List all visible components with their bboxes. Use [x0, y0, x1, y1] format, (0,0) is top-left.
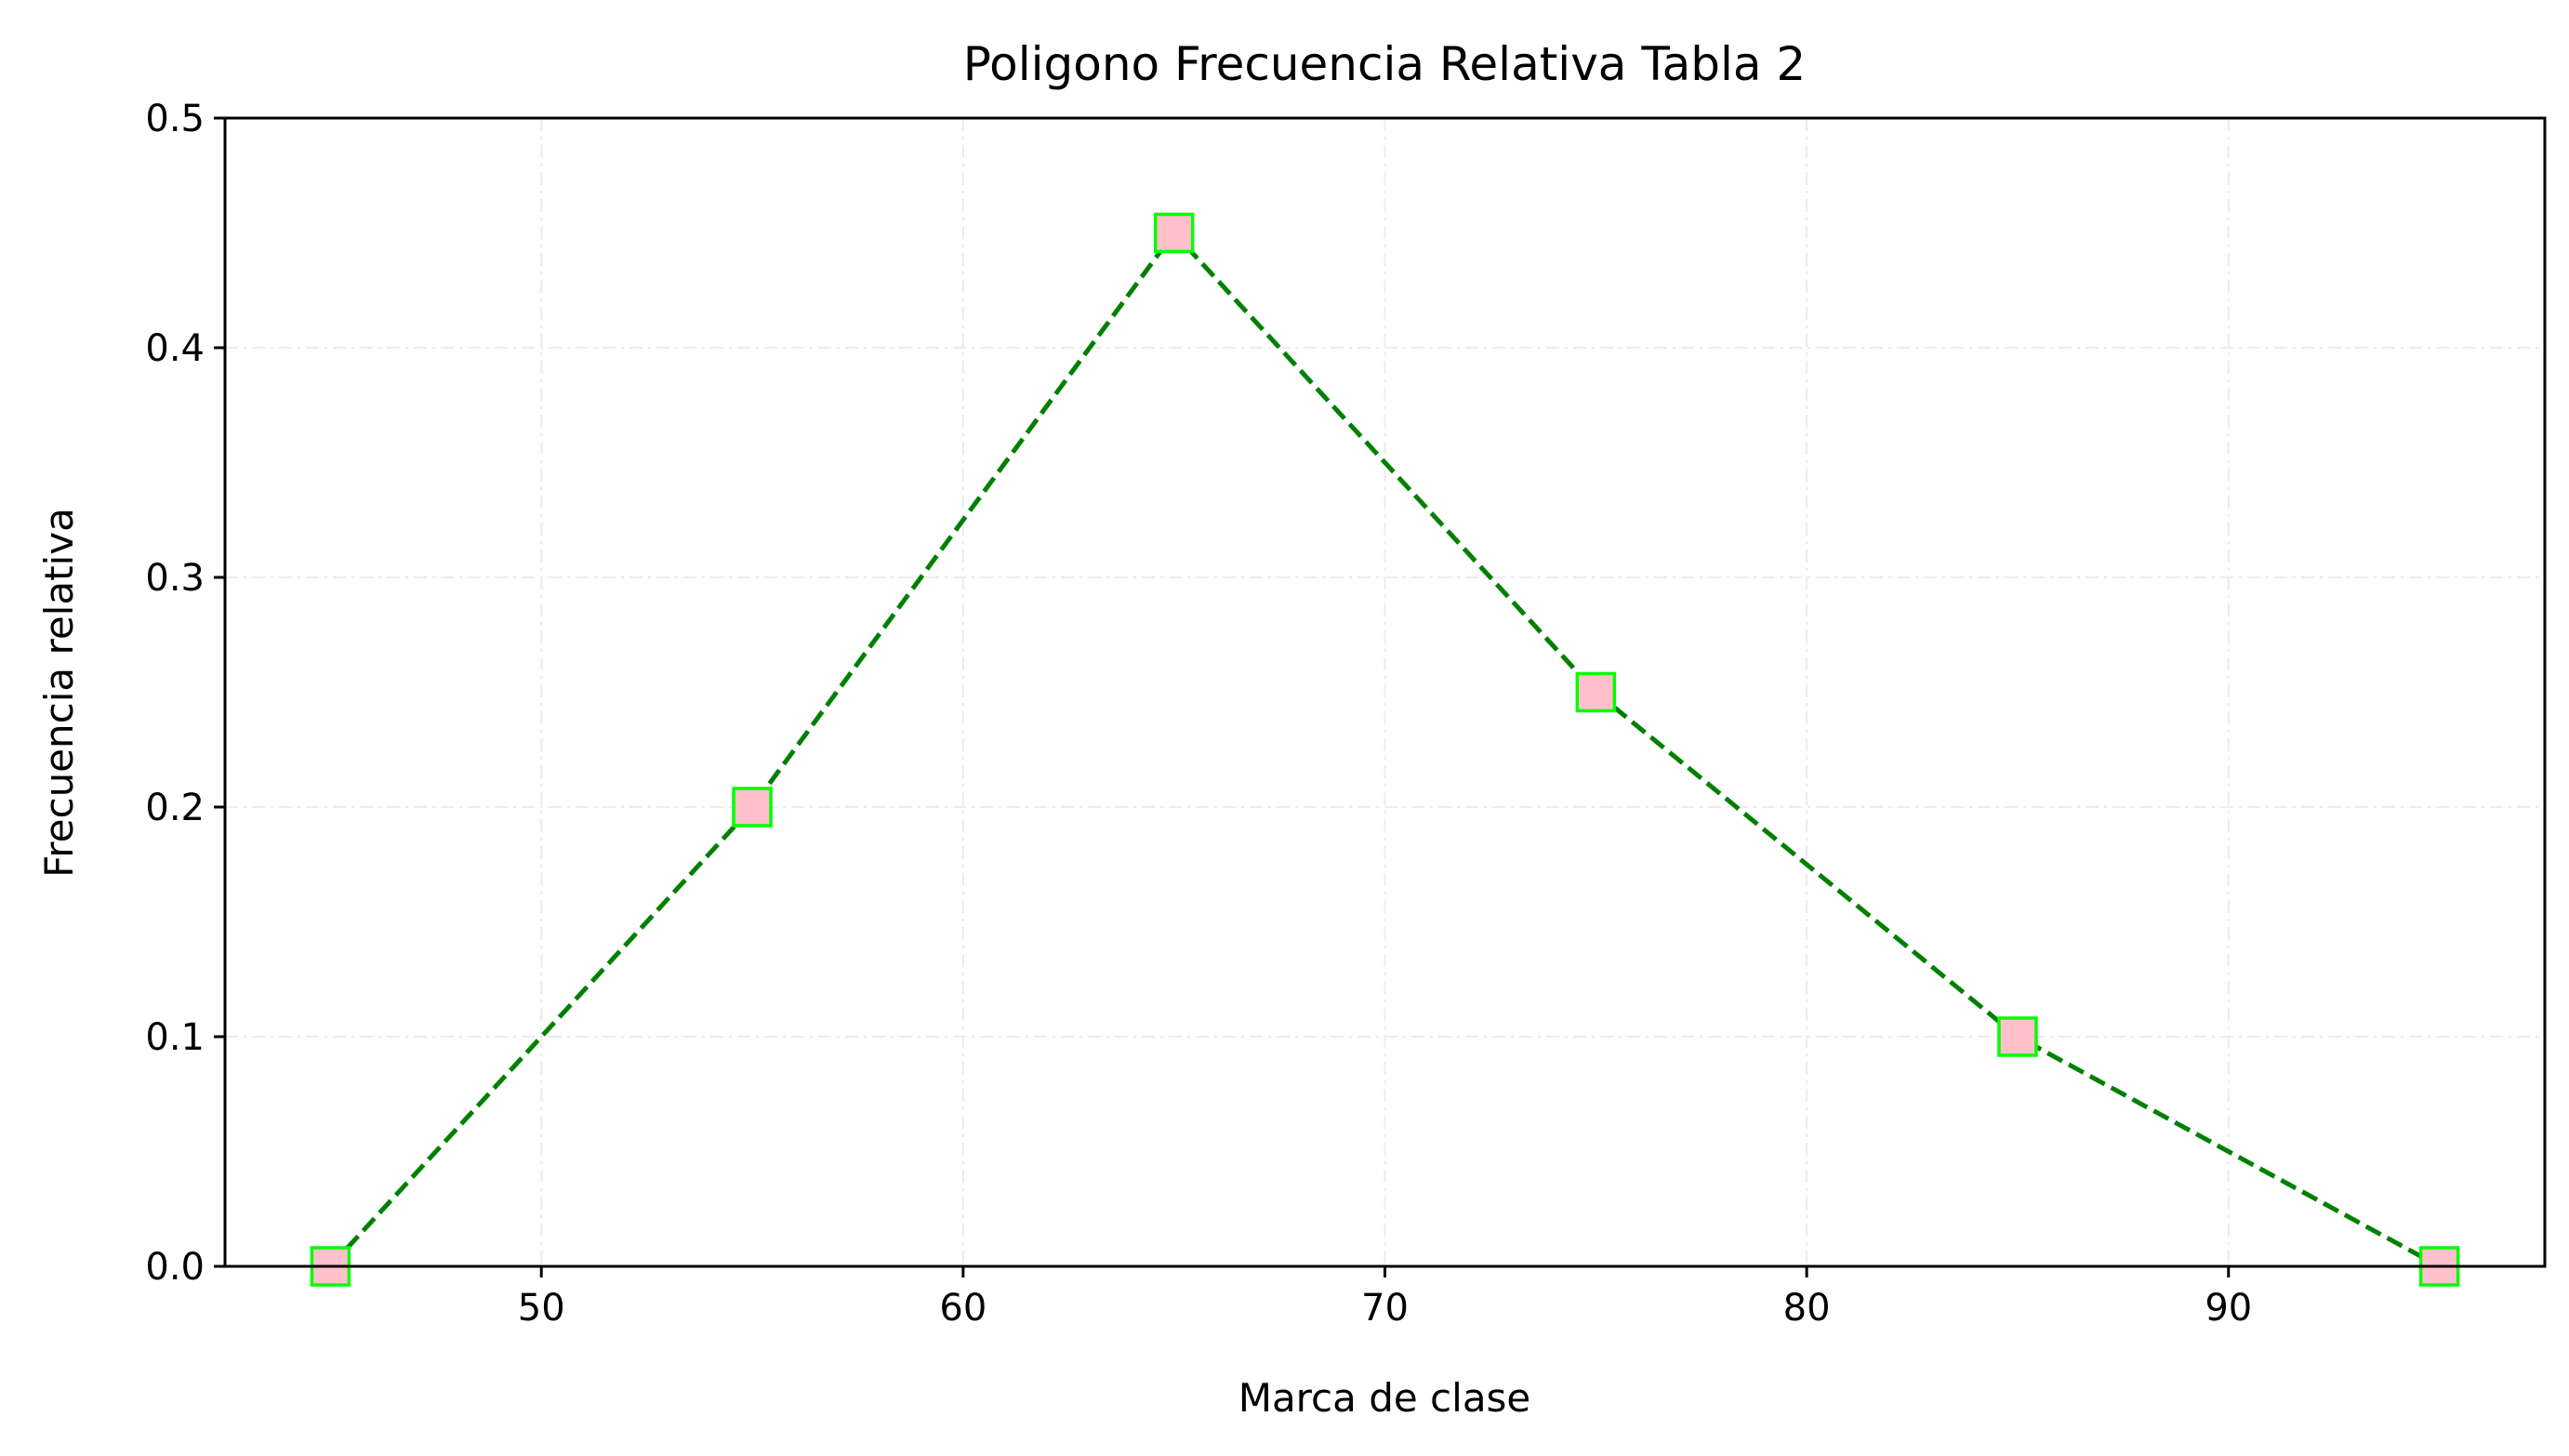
y-tick-label: 0.3: [145, 557, 205, 600]
y-tick-label: 0.2: [145, 787, 205, 829]
grid: [225, 118, 2545, 1266]
x-tick-label: 50: [518, 1287, 565, 1330]
x-ticks: 50 60 70 80 90: [518, 1266, 2252, 1330]
y-tick-label: 0.4: [145, 327, 205, 370]
data-point: [1153, 212, 1195, 254]
y-tick-label: 0.1: [145, 1016, 205, 1059]
x-tick-label: 70: [1361, 1287, 1409, 1330]
data-point: [1997, 1016, 2038, 1057]
chart-title: Poligono Frecuencia Relativa Tabla 2: [963, 37, 1806, 91]
y-ticks: 0.0 0.1 0.2 0.3 0.4 0.5: [145, 98, 225, 1289]
x-tick-label: 80: [1783, 1287, 1831, 1330]
y-tick-label: 0.0: [145, 1246, 205, 1289]
x-axis-title: Marca de clase: [1238, 1375, 1531, 1421]
y-axis-title: Frecuencia relativa: [36, 508, 82, 878]
x-tick-label: 60: [939, 1287, 987, 1330]
y-tick-label: 0.5: [145, 98, 205, 140]
x-tick-label: 90: [2205, 1287, 2252, 1330]
data-point: [1575, 671, 1617, 713]
data-point: [732, 787, 773, 827]
series-line: [328, 231, 2441, 1269]
